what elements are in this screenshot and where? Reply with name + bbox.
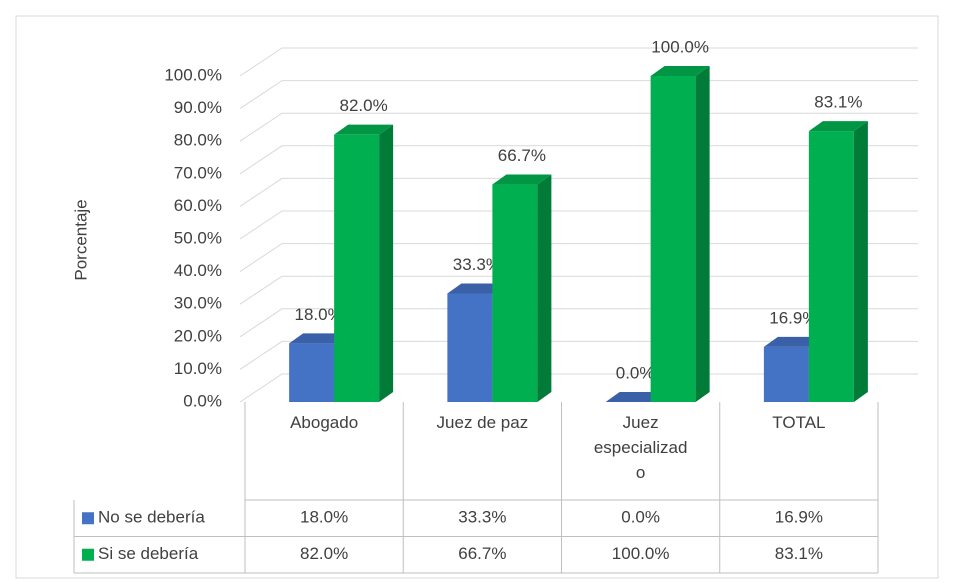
table-cell: 83.1% <box>775 544 823 563</box>
y-tick-label: 0.0% <box>183 391 222 410</box>
bar <box>763 346 809 402</box>
data-label: 100.0% <box>651 37 709 56</box>
legend-swatch <box>82 548 94 561</box>
bar-top <box>289 333 349 344</box>
y-tick-label: 90.0% <box>174 98 222 117</box>
bar <box>650 76 696 402</box>
table-cell: 16.9% <box>775 508 823 527</box>
bar <box>334 134 380 402</box>
bar-side <box>379 124 394 403</box>
bar-top <box>808 121 868 132</box>
table-cell: 18.0% <box>300 508 348 527</box>
data-label: 16.9% <box>769 308 817 327</box>
chart-border <box>15 15 939 579</box>
grid-line <box>239 47 918 77</box>
data-label: 0.0% <box>616 363 655 382</box>
bar <box>808 131 854 402</box>
bar-top <box>650 66 710 76</box>
y-tick-label: 60.0% <box>174 196 222 215</box>
y-tick-label: 100.0% <box>164 65 222 84</box>
bar-top <box>605 392 665 402</box>
legend-label: Si se debería <box>98 544 199 563</box>
bar <box>492 184 538 402</box>
table-cell: 66.7% <box>458 544 506 563</box>
y-tick-label: 30.0% <box>174 294 222 313</box>
x-tick-label: Abogado <box>290 413 359 432</box>
bar <box>447 293 493 402</box>
bar-side <box>853 121 868 403</box>
data-label: 33.3% <box>453 255 501 274</box>
y-tick-label: 50.0% <box>174 228 222 247</box>
bar-top <box>492 174 552 185</box>
table-cell: 82.0% <box>300 544 348 563</box>
data-label: 18.0% <box>295 305 343 324</box>
y-tick-label: 70.0% <box>174 163 222 182</box>
data-label: 66.7% <box>498 146 546 165</box>
bar-top <box>447 283 507 294</box>
y-tick-label: 10.0% <box>174 359 222 378</box>
y-axis-title: Porcentaje <box>71 199 90 280</box>
legend-label: No se debería <box>98 508 205 527</box>
legend-swatch <box>82 512 94 525</box>
data-label: 82.0% <box>340 96 388 115</box>
y-tick-label: 80.0% <box>174 131 222 150</box>
data-label: 83.1% <box>814 93 862 112</box>
bar-side <box>537 174 552 402</box>
x-tick-label: TOTAL <box>772 413 826 432</box>
bar <box>289 343 335 402</box>
table-cell: 0.0% <box>621 508 660 527</box>
bar-side <box>695 66 710 402</box>
x-tick-label: Juez de paz <box>436 413 529 432</box>
y-tick-label: 20.0% <box>174 326 222 345</box>
bar-top <box>334 124 394 135</box>
table-cell: 100.0% <box>612 544 670 563</box>
bar-top <box>763 336 823 347</box>
table-cell: 33.3% <box>458 508 506 527</box>
y-tick-label: 40.0% <box>174 261 222 280</box>
x-tick-label: Juez especializado <box>593 413 688 482</box>
